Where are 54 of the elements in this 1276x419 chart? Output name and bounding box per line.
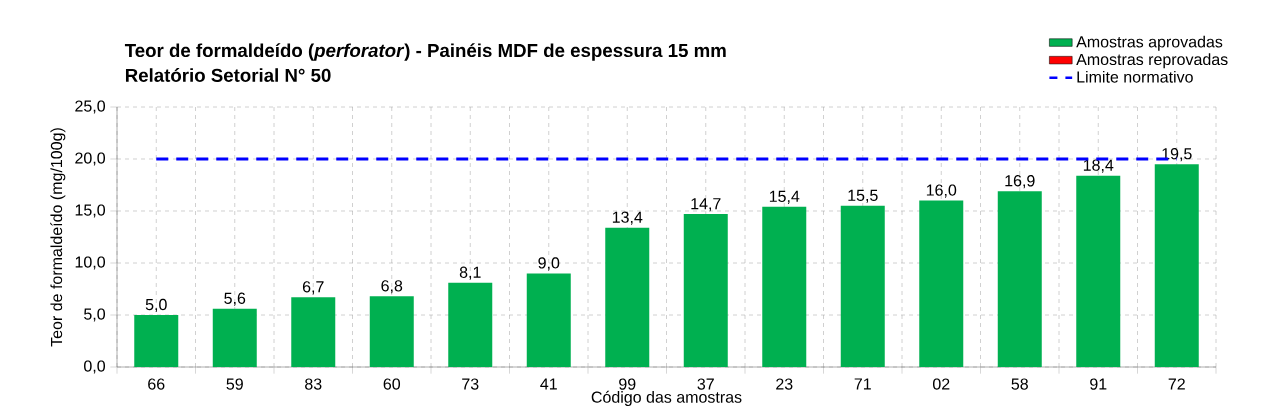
x-tick-label: 02 [932, 378, 950, 390]
bar [683, 214, 728, 367]
data-label: 6,8 [381, 280, 403, 294]
x-axis-title: Código das amostras [591, 390, 742, 406]
y-tick-label: 15,0 [75, 204, 106, 218]
x-tick-label: 71 [854, 378, 871, 390]
data-label: 16,0 [926, 184, 957, 198]
bar [605, 227, 650, 367]
y-tick-label: 25,0 [75, 100, 106, 114]
data-label: 15,5 [848, 189, 878, 203]
data-label: 18,4 [1083, 159, 1114, 173]
bar [448, 282, 493, 367]
x-tick-label: 60 [383, 378, 401, 390]
data-label: 16,9 [1005, 175, 1035, 189]
x-tick-label: 59 [226, 378, 243, 390]
bar [134, 315, 179, 367]
bar [997, 191, 1042, 367]
y-axis-title: Teor de formaldeído (mg/100g) [50, 128, 66, 347]
data-label: 15,4 [769, 190, 800, 204]
bar [1076, 175, 1121, 367]
bar [291, 297, 336, 367]
bar [1154, 164, 1199, 367]
bar [762, 206, 807, 367]
bar [369, 296, 414, 367]
y-tick-label: 20,0 [75, 152, 106, 166]
x-tick-label: 83 [305, 378, 322, 390]
legend-label: Limite normativo [1077, 70, 1193, 83]
data-label: 6,7 [302, 281, 324, 295]
bar [919, 200, 964, 367]
y-tick-label: 10,0 [75, 256, 106, 270]
data-label: 8,1 [459, 266, 481, 280]
data-label: 5,0 [145, 298, 167, 313]
x-tick-label: 99 [619, 378, 636, 390]
y-tick-label: 5,0 [84, 308, 106, 322]
data-label: 13,4 [612, 211, 643, 225]
x-tick-label: 37 [697, 378, 714, 390]
bar [840, 205, 885, 367]
x-tick-label: 41 [540, 378, 557, 390]
legend-label: Amostras aprovadas [1076, 35, 1223, 51]
x-tick-label: 23 [776, 378, 793, 390]
x-tick-label: 66 [148, 378, 165, 390]
chart-subtitle: Relatório Setorial N° 50 [125, 68, 331, 82]
x-tick-label: 73 [462, 378, 479, 390]
data-label: 14,7 [691, 198, 721, 212]
data-label: 9,0 [538, 257, 560, 271]
x-tick-label: 91 [1090, 378, 1107, 390]
bar [526, 273, 571, 367]
data-label: 5,6 [224, 292, 246, 306]
legend-label: Amostras reprovadas [1076, 53, 1228, 69]
x-tick-label: 72 [1168, 378, 1185, 390]
x-tick-label: 58 [1011, 378, 1028, 390]
bar [212, 308, 257, 367]
y-tick-label: 0,0 [84, 360, 106, 374]
chart-title: Teor de formaldeído (perforator) - Painéis MDF de espessura 15 mm [124, 43, 726, 61]
